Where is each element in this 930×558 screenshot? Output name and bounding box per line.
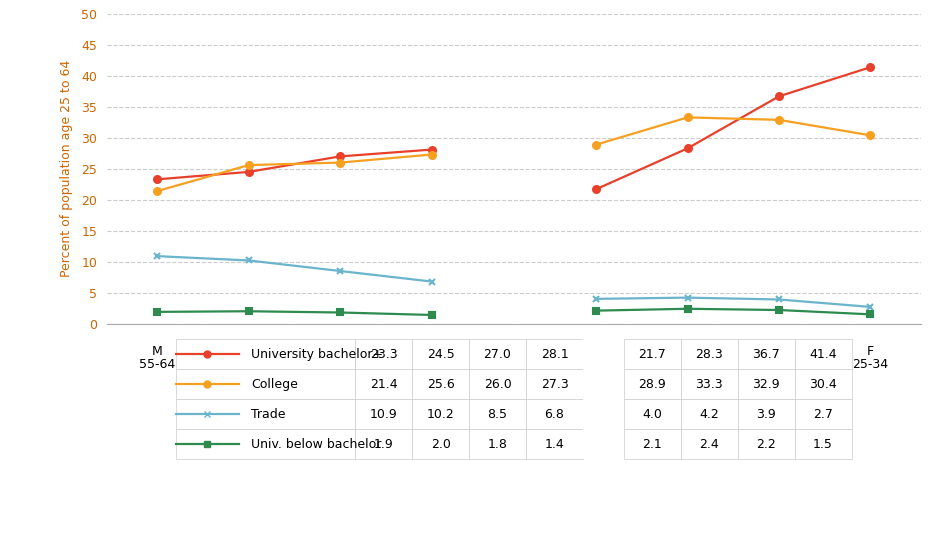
Text: College: College — [251, 378, 299, 391]
Text: 25-34: 25-34 — [414, 358, 449, 371]
Y-axis label: Percent of population age 25 to 64: Percent of population age 25 to 64 — [60, 60, 73, 277]
Text: F: F — [867, 345, 874, 358]
Text: 25-34: 25-34 — [853, 358, 888, 371]
Text: 45-54: 45-54 — [670, 358, 706, 371]
Text: 55-64: 55-64 — [140, 358, 176, 371]
Text: F: F — [592, 345, 600, 358]
Text: 45-55: 45-55 — [231, 358, 267, 371]
Text: 35-44: 35-44 — [761, 358, 797, 371]
Text: M: M — [426, 345, 437, 358]
Text: F: F — [776, 345, 782, 358]
Text: University bachelor+: University bachelor+ — [251, 348, 383, 361]
Text: M: M — [335, 345, 345, 358]
Text: F: F — [684, 345, 691, 358]
Text: M: M — [152, 345, 163, 358]
Text: Trade: Trade — [251, 408, 286, 421]
Text: 55-64: 55-64 — [578, 358, 614, 371]
Text: M: M — [244, 345, 254, 358]
Text: 35-44: 35-44 — [322, 358, 358, 371]
Text: Univ. below bachelor: Univ. below bachelor — [251, 438, 381, 451]
